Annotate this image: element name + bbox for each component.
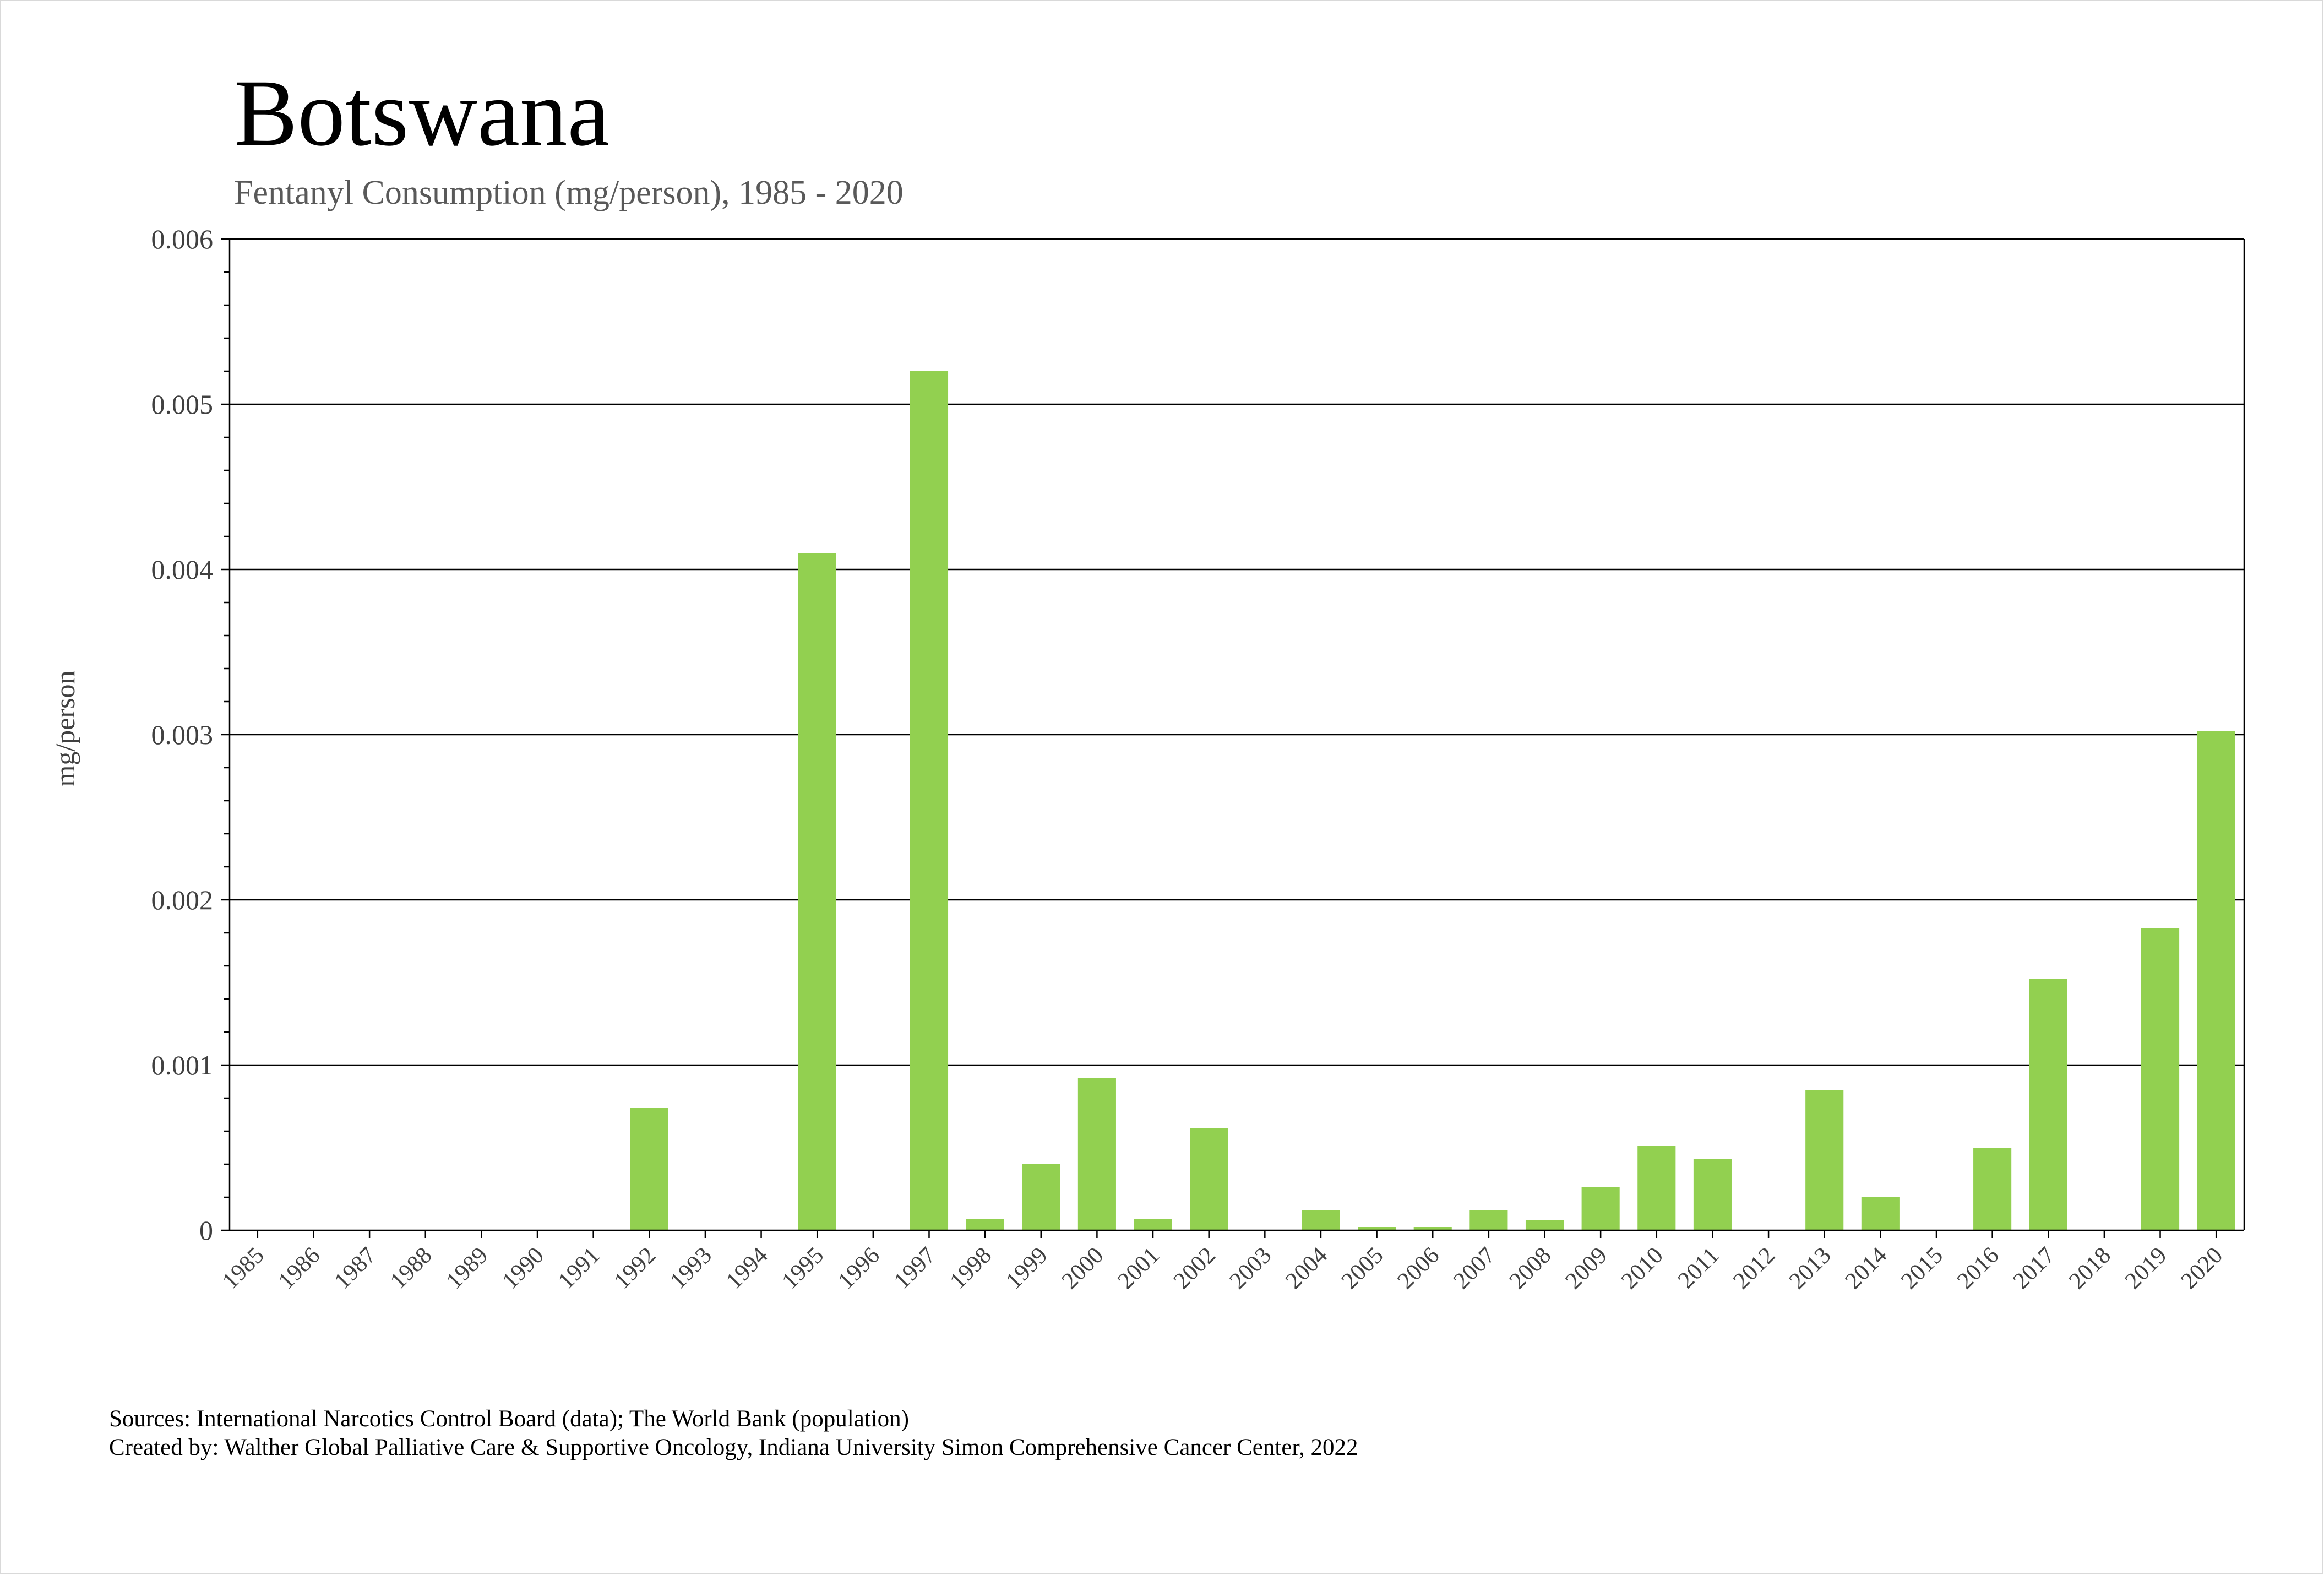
x-tick-label: 1994: [721, 1242, 773, 1294]
x-tick-label: 1998: [945, 1242, 997, 1294]
y-tick-label: 0.003: [151, 719, 214, 750]
sources-note: Sources: International Narcotics Control…: [109, 1406, 909, 1432]
x-tick-label: 1991: [553, 1242, 605, 1294]
x-tick-label: 1988: [385, 1242, 437, 1294]
x-tick-label: 1993: [665, 1242, 717, 1294]
x-tick-label: 1985: [217, 1242, 269, 1294]
bar-2002: [1190, 1128, 1228, 1230]
x-tick-label: 2007: [1449, 1242, 1500, 1294]
bar-2017: [2029, 979, 2067, 1230]
y-axis-label: mg/person: [50, 670, 80, 786]
x-tick-label: 2001: [1113, 1242, 1164, 1294]
x-tick-label: 1999: [1001, 1242, 1053, 1294]
y-tick-label: 0.006: [151, 224, 214, 254]
y-tick-labels: 0 0.001 0.002 0.003 0.004 0.005 0.006: [151, 224, 214, 1246]
bar-2006: [1413, 1227, 1452, 1230]
x-tick-label: 1995: [777, 1242, 829, 1294]
y-tick-label: 0.004: [151, 554, 214, 585]
x-tick-label: 2003: [1224, 1242, 1276, 1294]
bar-2019: [2141, 928, 2180, 1230]
x-tick-label: 2017: [2008, 1242, 2060, 1294]
x-tick-label: 2018: [2064, 1242, 2116, 1294]
x-tick-label: 2005: [1337, 1242, 1389, 1294]
bar-2001: [1134, 1219, 1172, 1230]
x-tick-label: 1990: [497, 1242, 549, 1294]
bar-2016: [1973, 1148, 2012, 1230]
x-tick-label: 2012: [1728, 1242, 1780, 1294]
bar-1998: [966, 1219, 1004, 1230]
x-tick-label: 2010: [1617, 1242, 1668, 1294]
bar-2010: [1637, 1146, 1676, 1230]
bar-2013: [1805, 1090, 1844, 1230]
x-tick-label: 2011: [1673, 1242, 1724, 1294]
bar-2007: [1469, 1210, 1508, 1230]
bar-1997: [910, 371, 949, 1230]
gridlines: [230, 238, 2244, 1066]
y-tick-label: 0.001: [151, 1050, 214, 1080]
x-tick-label: 1996: [833, 1242, 885, 1294]
bar-2014: [1861, 1197, 1900, 1230]
x-tick-label: 2006: [1392, 1242, 1444, 1294]
chart-title: Botswana: [234, 61, 609, 166]
x-tick-label: 2000: [1057, 1242, 1108, 1294]
bar-1995: [798, 553, 836, 1230]
x-tick-label: 2004: [1281, 1242, 1332, 1294]
chart-subtitle: Fentanyl Consumption (mg/person), 1985 -…: [234, 174, 904, 211]
x-tick-label: 2008: [1505, 1242, 1556, 1294]
x-tick-labels: 1985 1986 1987 1988 1989 1990 1991 1992 1993 1994…: [217, 1242, 2228, 1294]
y-tick-label: 0: [199, 1215, 213, 1246]
bar-1992: [630, 1108, 668, 1230]
x-tick-label: 2009: [1560, 1242, 1612, 1294]
x-tick-label: 2019: [2120, 1242, 2172, 1294]
x-tick-label: 2016: [1952, 1242, 2004, 1294]
bar-2000: [1077, 1078, 1116, 1230]
bars: [630, 371, 2235, 1230]
x-tick-label: 2020: [2176, 1242, 2228, 1294]
x-tick-label: 2015: [1896, 1242, 1948, 1294]
bar-2020: [2197, 731, 2235, 1230]
x-tick-label: 2014: [1840, 1242, 1892, 1294]
axes: [221, 238, 2245, 1238]
x-tick-label: 1992: [609, 1242, 661, 1294]
y-tick-label: 0.005: [151, 389, 214, 420]
created-by-note: Created by: Walther Global Palliative Ca…: [109, 1435, 1358, 1460]
x-tick-label: 2013: [1784, 1242, 1836, 1294]
x-tick-label: 1997: [889, 1242, 941, 1294]
x-tick-label: 1987: [329, 1242, 381, 1294]
bar-1999: [1022, 1164, 1060, 1230]
x-tick-label: 1986: [273, 1242, 325, 1294]
x-tick-label: 1989: [441, 1242, 493, 1294]
bar-2004: [1302, 1210, 1340, 1230]
bar-2011: [1693, 1159, 1732, 1230]
x-tick-label: 2002: [1169, 1242, 1221, 1294]
y-tick-label: 0.002: [151, 884, 214, 915]
bar-2008: [1525, 1220, 1564, 1230]
bar-2005: [1358, 1227, 1396, 1230]
bar-2009: [1581, 1187, 1620, 1230]
